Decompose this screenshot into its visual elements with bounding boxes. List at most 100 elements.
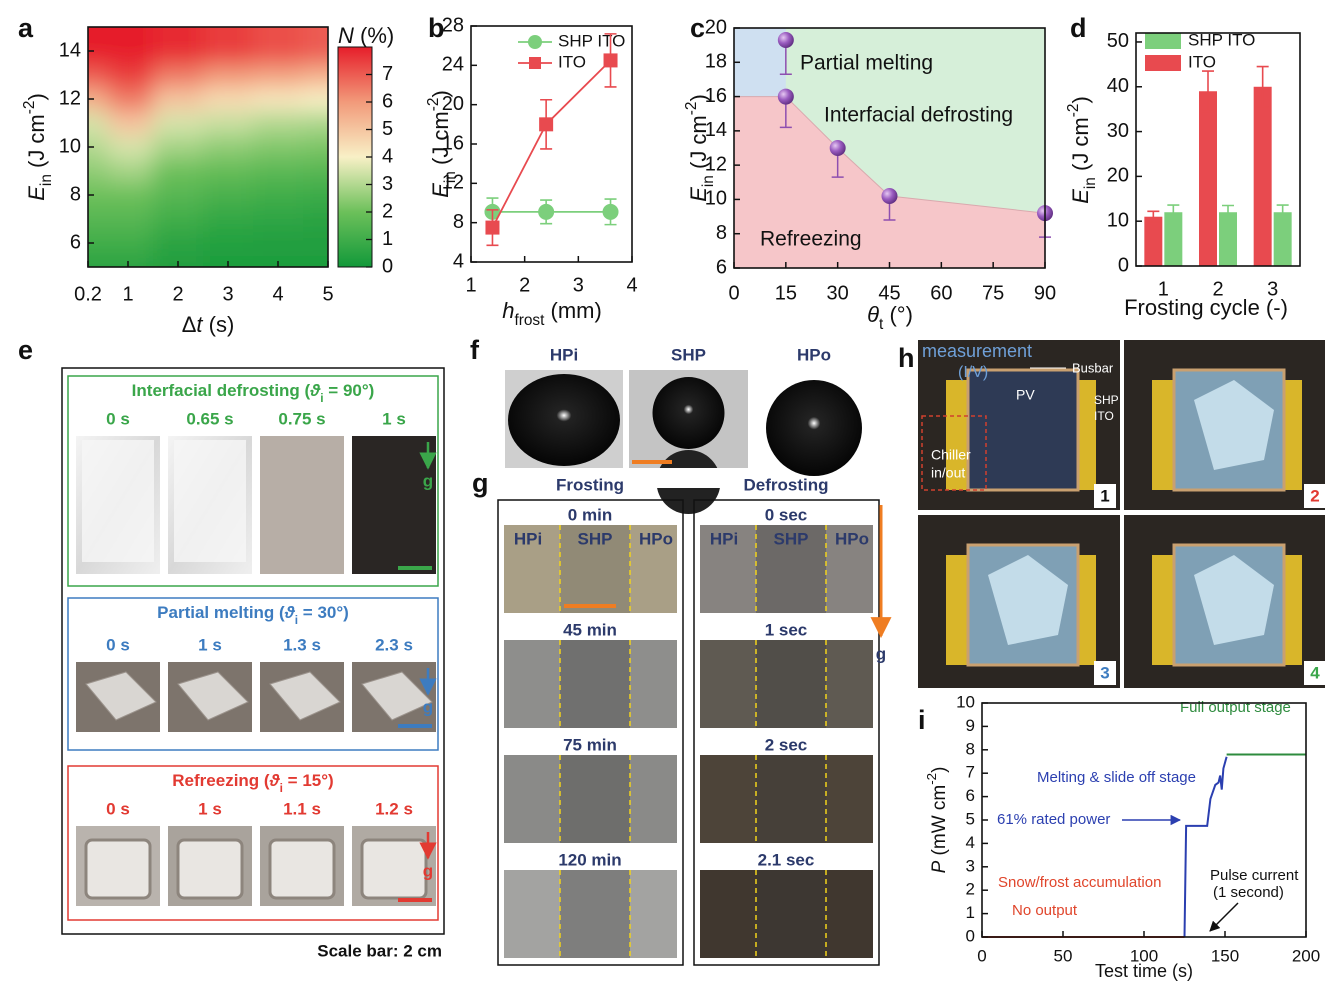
marker: [778, 32, 794, 48]
heatmap-cell: [203, 111, 254, 136]
heatmap: [48, 0, 369, 308]
panel-label: g: [472, 468, 489, 498]
y-tick-label: 30: [1107, 120, 1129, 142]
series-line: [492, 60, 610, 227]
callout: (I/V): [958, 364, 988, 381]
heatmap-cell: [253, 87, 304, 112]
label-part: ): [929, 767, 950, 773]
label-part: in: [700, 175, 717, 187]
y-tick-label: 6: [716, 256, 727, 278]
x-tick-label: 150: [1211, 946, 1239, 965]
x-tick-label: 60: [930, 282, 952, 304]
label-part: -2: [683, 102, 700, 116]
colorbar-tick-label: 6: [382, 90, 393, 112]
marker: [604, 53, 618, 67]
time-label: 75 min: [563, 735, 617, 754]
panel-label: c: [690, 13, 705, 43]
x-tick-label: 5: [322, 283, 333, 305]
annotation: No output: [1012, 902, 1078, 919]
time-label: 1.2 s: [375, 799, 413, 818]
bar: [1219, 212, 1237, 266]
device: [270, 840, 334, 898]
panel-label: i: [918, 705, 926, 735]
heatmap-cell: [203, 231, 254, 256]
callout: SHP: [1094, 393, 1119, 407]
heatmap-cell: [153, 111, 204, 136]
heatmap-cell: [253, 183, 304, 208]
colorbar-tick-label: 1: [382, 228, 393, 250]
y-tick-label: 10: [59, 135, 81, 157]
panel-label: h: [898, 343, 915, 373]
frost-layer: [174, 440, 246, 562]
condition-title: Refreezing (ϑi = 15°): [172, 771, 333, 795]
label-part: (mW cm: [929, 785, 950, 861]
time-label: 0 s: [106, 799, 130, 818]
y-tick-label: 28: [442, 14, 464, 36]
time-label: 2 sec: [765, 735, 808, 754]
column-title: Frosting: [556, 475, 624, 494]
y-tick-label: 5: [966, 809, 975, 828]
time-label: 1 s: [198, 799, 222, 818]
x-tick-label: 4: [272, 283, 283, 305]
time-label: 2.1 sec: [758, 850, 815, 869]
column-title: Defrosting: [744, 475, 829, 494]
colorbar-tick-label: 5: [382, 118, 393, 140]
device: [362, 840, 426, 898]
y-tick-label: 10: [1107, 209, 1129, 231]
time-label: 1 sec: [765, 620, 808, 639]
label-part: E: [686, 187, 711, 202]
y-tick-label: 3: [966, 856, 975, 875]
x-axis-label: Frosting cycle (-): [1124, 295, 1288, 320]
shp-stripe: [756, 755, 826, 843]
heatmap-clip: [48, 0, 369, 308]
marker: [830, 140, 846, 156]
y-axis-label: Ein (J cm-2): [21, 93, 55, 201]
x-tick-label: 1: [122, 283, 133, 305]
region-label: SHP: [774, 529, 809, 548]
label-part: θ: [867, 302, 879, 327]
annotation: Pulse current: [1210, 867, 1299, 884]
region-label: Interfacial defrosting: [824, 104, 1013, 127]
colorbar-tick-label: 7: [382, 63, 393, 85]
shp-stripe: [756, 870, 826, 958]
label-part: Δ: [182, 312, 197, 337]
callout: Chiller: [931, 447, 971, 463]
heatmap-cell: [153, 0, 204, 64]
x-tick-label: 0: [728, 282, 739, 304]
label-part: -2: [1065, 104, 1082, 118]
legend-swatch: [1145, 33, 1181, 49]
time-label: 1 s: [198, 635, 222, 654]
y-tick-label: 50: [1107, 30, 1129, 52]
bar: [1144, 217, 1162, 266]
callout: ITO: [1094, 409, 1114, 423]
y-tick-label: 8: [966, 739, 975, 758]
y-tick-label: 8: [453, 211, 464, 233]
heatmap-cell: [108, 231, 154, 256]
device: [178, 840, 242, 898]
gravity-label: g: [423, 861, 433, 880]
y-tick-label: 7: [966, 763, 975, 782]
heatmap-cell: [203, 63, 254, 88]
heatmap-cell: [108, 63, 154, 88]
frost-layer: [82, 440, 154, 562]
x-tick-label: 30: [827, 282, 849, 304]
heatmap-cell: [203, 207, 254, 232]
label-part: -2: [21, 101, 38, 115]
marker: [603, 204, 619, 220]
photo-number: 3: [1100, 663, 1109, 682]
heatmap-cell: [253, 231, 304, 256]
time-label: 120 min: [558, 850, 621, 869]
label-part: E: [1068, 189, 1093, 204]
droplet: [508, 374, 620, 466]
label-part: Refreezing (: [172, 771, 270, 790]
x-axis-label: hfrost (mm): [502, 298, 602, 329]
x-tick-label: 15: [775, 282, 797, 304]
label-part: (°): [883, 302, 913, 327]
figure: abcdefghi0.21234568101214Δt (s)Ein (J cm…: [0, 0, 1325, 982]
label-part: Partial melting (: [157, 603, 285, 622]
x-tick-label: 0: [977, 946, 986, 965]
heatmap-cell: [253, 135, 304, 160]
panel-label: d: [1070, 13, 1087, 43]
marker: [539, 117, 553, 131]
y-tick-label: 6: [966, 786, 975, 805]
